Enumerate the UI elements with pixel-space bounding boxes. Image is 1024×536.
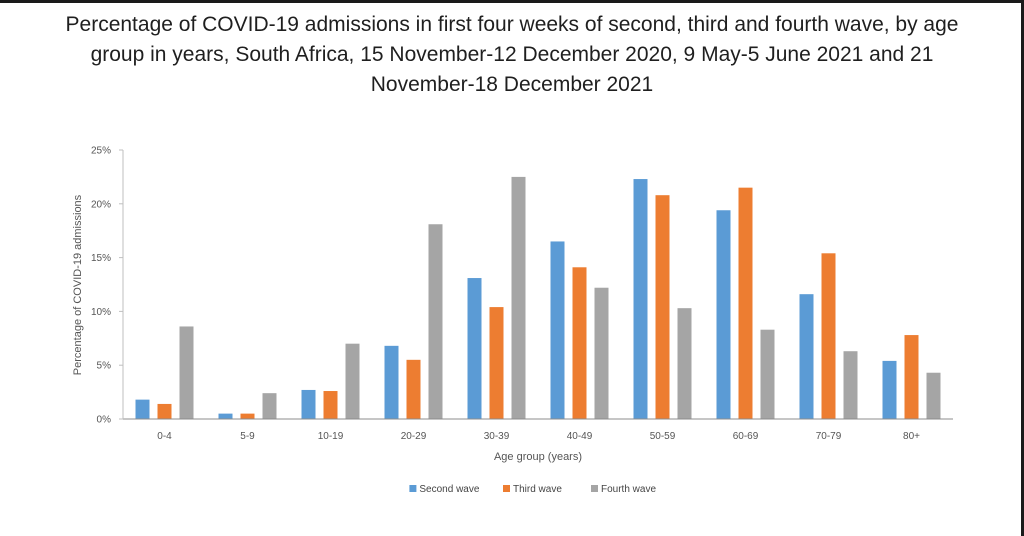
y-tick-label: 0% xyxy=(97,415,112,426)
y-tick-label: 15% xyxy=(91,253,111,264)
legend-label: Third wave xyxy=(513,484,562,495)
x-tick-label: 0-4 xyxy=(157,431,172,442)
bar-second-wave-30-39 xyxy=(467,278,482,419)
bar-second-wave-80+ xyxy=(882,360,897,419)
x-tick-label: 60-69 xyxy=(733,431,759,442)
legend-swatch xyxy=(503,485,510,492)
x-tick-label: 5-9 xyxy=(240,431,255,442)
bar-fourth-wave-0-4 xyxy=(179,326,194,419)
bar-third-wave-50-59 xyxy=(655,195,670,419)
bars xyxy=(135,176,941,419)
legend-swatch xyxy=(409,485,417,492)
right-border xyxy=(1021,0,1024,536)
y-axis-ticks: 0% 5% 10% 15% 20% 25% xyxy=(91,146,123,426)
bar-fourth-wave-40-49 xyxy=(594,287,609,419)
bar-third-wave-70-79 xyxy=(821,253,836,419)
y-tick-label: 25% xyxy=(91,146,111,157)
y-tick-label: 20% xyxy=(91,199,111,210)
x-tick-label: 10-19 xyxy=(318,431,344,442)
bar-second-wave-20-29 xyxy=(384,345,399,419)
bar-third-wave-30-39 xyxy=(489,307,504,419)
legend-label: Second wave xyxy=(419,484,479,495)
x-tick-label: 70-79 xyxy=(816,431,842,442)
bar-second-wave-40-49 xyxy=(550,241,565,419)
bar-second-wave-5-9 xyxy=(218,413,233,419)
bar-second-wave-70-79 xyxy=(799,294,814,419)
y-tick-label: 10% xyxy=(91,307,111,318)
bar-third-wave-20-29 xyxy=(406,359,421,419)
bar-fourth-wave-70-79 xyxy=(843,351,858,419)
y-axis-title: Percentage of COVID-19 admissions xyxy=(72,194,84,375)
bar-second-wave-10-19 xyxy=(301,389,316,419)
x-axis-title: Age group (years) xyxy=(494,451,582,463)
bar-third-wave-5-9 xyxy=(240,413,255,419)
bar-fourth-wave-10-19 xyxy=(345,343,360,419)
legend-label: Fourth wave xyxy=(601,484,656,495)
y-tick-label: 5% xyxy=(97,361,112,372)
bar-fourth-wave-50-59 xyxy=(677,308,692,419)
bar-fourth-wave-80+ xyxy=(926,372,941,419)
bar-second-wave-60-69 xyxy=(716,210,731,419)
bar-third-wave-60-69 xyxy=(738,187,753,419)
bar-fourth-wave-5-9 xyxy=(262,393,277,419)
top-border xyxy=(0,0,1024,3)
bar-third-wave-40-49 xyxy=(572,267,587,419)
x-tick-label: 50-59 xyxy=(650,431,676,442)
x-tick-label: 80+ xyxy=(903,431,920,442)
bar-fourth-wave-30-39 xyxy=(511,176,526,419)
x-tick-label: 20-29 xyxy=(401,431,427,442)
legend: Second wave Third wave Fourth wave xyxy=(409,484,656,495)
x-axis-ticks: 0-4 5-9 10-19 20-29 30-39 40-49 50-59 60-69 70-7… xyxy=(157,431,920,442)
chart-title: Percentage of COVID-19 admissions in fir… xyxy=(65,13,959,96)
x-tick-label: 30-39 xyxy=(484,431,510,442)
bar-third-wave-0-4 xyxy=(157,403,172,419)
legend-swatch xyxy=(591,485,598,492)
bar-third-wave-10-19 xyxy=(323,391,338,419)
bar-third-wave-80+ xyxy=(904,335,919,419)
bar-fourth-wave-20-29 xyxy=(428,224,443,419)
bar-second-wave-50-59 xyxy=(633,179,648,419)
x-tick-label: 40-49 xyxy=(567,431,593,442)
bar-fourth-wave-60-69 xyxy=(760,329,775,419)
bar-second-wave-0-4 xyxy=(135,399,150,419)
